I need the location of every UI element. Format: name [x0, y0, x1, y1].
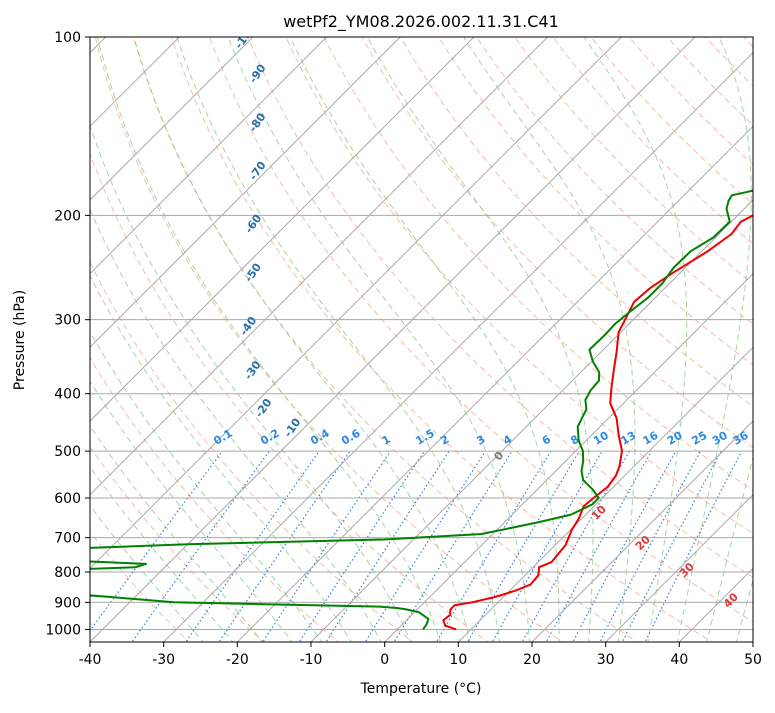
moist-adiabat-line	[464, 37, 635, 644]
moist-adiabat-line	[0, 37, 264, 644]
x-tick-label: -20	[226, 652, 249, 668]
isotherm-line	[0, 37, 327, 642]
dry-adiabat-line	[0, 37, 266, 644]
dry-adiabat-line	[0, 37, 191, 644]
isotherm-line	[311, 37, 775, 642]
moist-adiabat-line	[134, 37, 471, 644]
mixing-ratio-line	[644, 451, 742, 644]
mixing-ratio-label: 30	[710, 429, 730, 448]
plot-frame	[90, 37, 753, 642]
x-tick-label: -10	[300, 652, 323, 668]
mixing-ratio-label: 6	[540, 432, 553, 447]
mixing-ratio-label: 36	[731, 429, 751, 448]
mixing-ratio-label: 20	[665, 429, 685, 448]
moist-adiabat-label: -70	[247, 159, 269, 183]
moist-adiabat-line	[14, 37, 353, 644]
dry-adiabat-line	[57, 37, 491, 644]
moist-adiabat-label: -50	[242, 261, 264, 285]
dry-adiabat-line	[438, 37, 775, 644]
moist-adiabat-label: -20	[253, 396, 275, 420]
x-tick-label: 10	[449, 652, 467, 668]
mixing-ratio-label: 16	[641, 429, 661, 448]
isotherm-line	[679, 37, 775, 642]
y-tick-label: 100	[54, 30, 81, 46]
y-tick-label: 500	[54, 444, 81, 460]
y-tick-label: 1000	[45, 622, 81, 638]
moist-adiabat-label: -90	[247, 62, 269, 86]
moist-adiabat-line	[736, 37, 775, 644]
isotherm-line	[0, 37, 400, 642]
mixing-ratio-label: 10	[591, 429, 611, 448]
chart-title: wetPf2_YM08.2026.002.11.31.C41	[283, 12, 559, 32]
isotherm-line	[0, 37, 253, 642]
y-tick-label: 800	[54, 565, 81, 581]
mixing-ratio-label: 25	[690, 429, 710, 448]
mixing-ratio-label: 0.6	[339, 427, 363, 448]
moist-adiabat-line	[228, 37, 529, 644]
y-tick-label: 200	[54, 208, 81, 224]
mixing-ratio-label: 1.5	[413, 427, 436, 448]
moist-adiabat-label: -100	[232, 21, 259, 51]
mixing-ratio-line	[572, 451, 676, 644]
x-tick-label: 50	[744, 652, 762, 668]
y-tick-label: 600	[54, 491, 81, 507]
dry-adiabat-line	[744, 37, 775, 644]
moist-adiabat-line	[0, 37, 235, 644]
mixing-ratio-label: 3	[474, 433, 487, 448]
x-axis-title: Temperature (°C)	[360, 681, 482, 697]
mixing-ratio-line	[435, 451, 551, 644]
isotherm-line	[16, 37, 621, 642]
y-tick-label: 900	[54, 595, 81, 611]
x-tick-label: 30	[597, 652, 615, 668]
x-tick-label: -30	[152, 652, 175, 668]
temperature-profile-line	[443, 37, 775, 629]
moist-adiabat-line	[66, 37, 412, 644]
x-tick-label: 0	[380, 652, 389, 668]
dry-adiabat-label: 40	[721, 590, 741, 610]
isotherm-line	[753, 37, 775, 642]
mixing-ratio-label: 1	[380, 433, 393, 448]
moist-adiabat-label: -30	[242, 358, 264, 382]
moist-adiabat-label: -10	[281, 416, 303, 440]
dry-adiabat-line	[477, 37, 775, 644]
y-axis-title: Pressure (hPa)	[12, 290, 28, 390]
x-tick-label: 20	[523, 652, 541, 668]
dry-adiabat-line	[553, 37, 775, 644]
background-lines	[0, 37, 775, 644]
x-tick-label: 40	[670, 652, 688, 668]
dry-adiabat-line	[133, 37, 640, 644]
y-tick-label: 700	[54, 531, 81, 547]
dry-adiabat-label: 20	[633, 533, 653, 553]
mixing-ratio-label: 0.1	[211, 427, 234, 448]
moist-adiabat-label: -40	[237, 314, 259, 338]
isotherm-line	[90, 37, 695, 642]
moist-adiabat-line	[177, 37, 500, 644]
isotherm-line	[532, 37, 775, 642]
isotherm-line	[0, 37, 474, 642]
moist-adiabat-line	[0, 37, 205, 644]
moist-adiabat-line	[98, 37, 442, 644]
y-tick-label: 400	[54, 387, 81, 403]
dry-adiabat-line	[515, 37, 775, 644]
y-tick-label: 300	[54, 313, 81, 329]
x-tick-label: -40	[79, 652, 102, 668]
